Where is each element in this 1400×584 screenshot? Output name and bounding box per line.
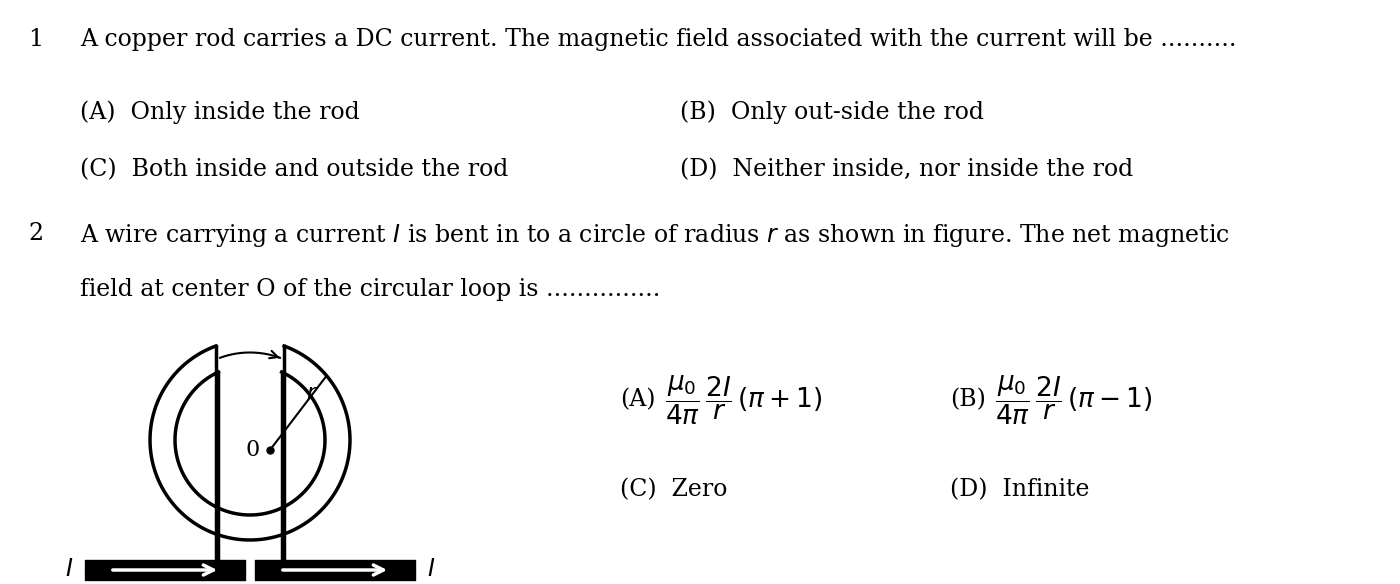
Text: (A): (A) [620, 388, 655, 412]
Text: (B): (B) [951, 388, 986, 412]
Text: 0: 0 [246, 439, 260, 461]
Text: (D)  Infinite: (D) Infinite [951, 478, 1089, 502]
Text: $I$: $I$ [64, 558, 73, 582]
Text: $I$: $I$ [427, 558, 435, 582]
Text: $r$: $r$ [307, 382, 318, 404]
Text: $\dfrac{\mu_0}{4\pi}\,\dfrac{2I}{r}\,(\pi-1)$: $\dfrac{\mu_0}{4\pi}\,\dfrac{2I}{r}\,(\p… [995, 373, 1152, 427]
Text: 1: 1 [28, 28, 43, 51]
Text: A copper rod carries a DC current. The magnetic field associated with the curren: A copper rod carries a DC current. The m… [80, 28, 1236, 51]
Text: 2: 2 [28, 222, 43, 245]
Text: field at center O of the circular loop is ...............: field at center O of the circular loop i… [80, 278, 661, 301]
Text: $\dfrac{\mu_0}{4\pi}\,\dfrac{2I}{r}\,(\pi+1)$: $\dfrac{\mu_0}{4\pi}\,\dfrac{2I}{r}\,(\p… [665, 373, 823, 427]
Text: (A)  Only inside the rod: (A) Only inside the rod [80, 100, 360, 124]
Text: (D)  Neither inside, nor inside the rod: (D) Neither inside, nor inside the rod [680, 158, 1133, 181]
Text: (B)  Only out-side the rod: (B) Only out-side the rod [680, 100, 984, 124]
Text: (C)  Both inside and outside the rod: (C) Both inside and outside the rod [80, 158, 508, 181]
Text: A wire carrying a current $I$ is bent in to a circle of radius $r$ as shown in f: A wire carrying a current $I$ is bent in… [80, 222, 1229, 249]
Text: (C)  Zero: (C) Zero [620, 478, 728, 502]
